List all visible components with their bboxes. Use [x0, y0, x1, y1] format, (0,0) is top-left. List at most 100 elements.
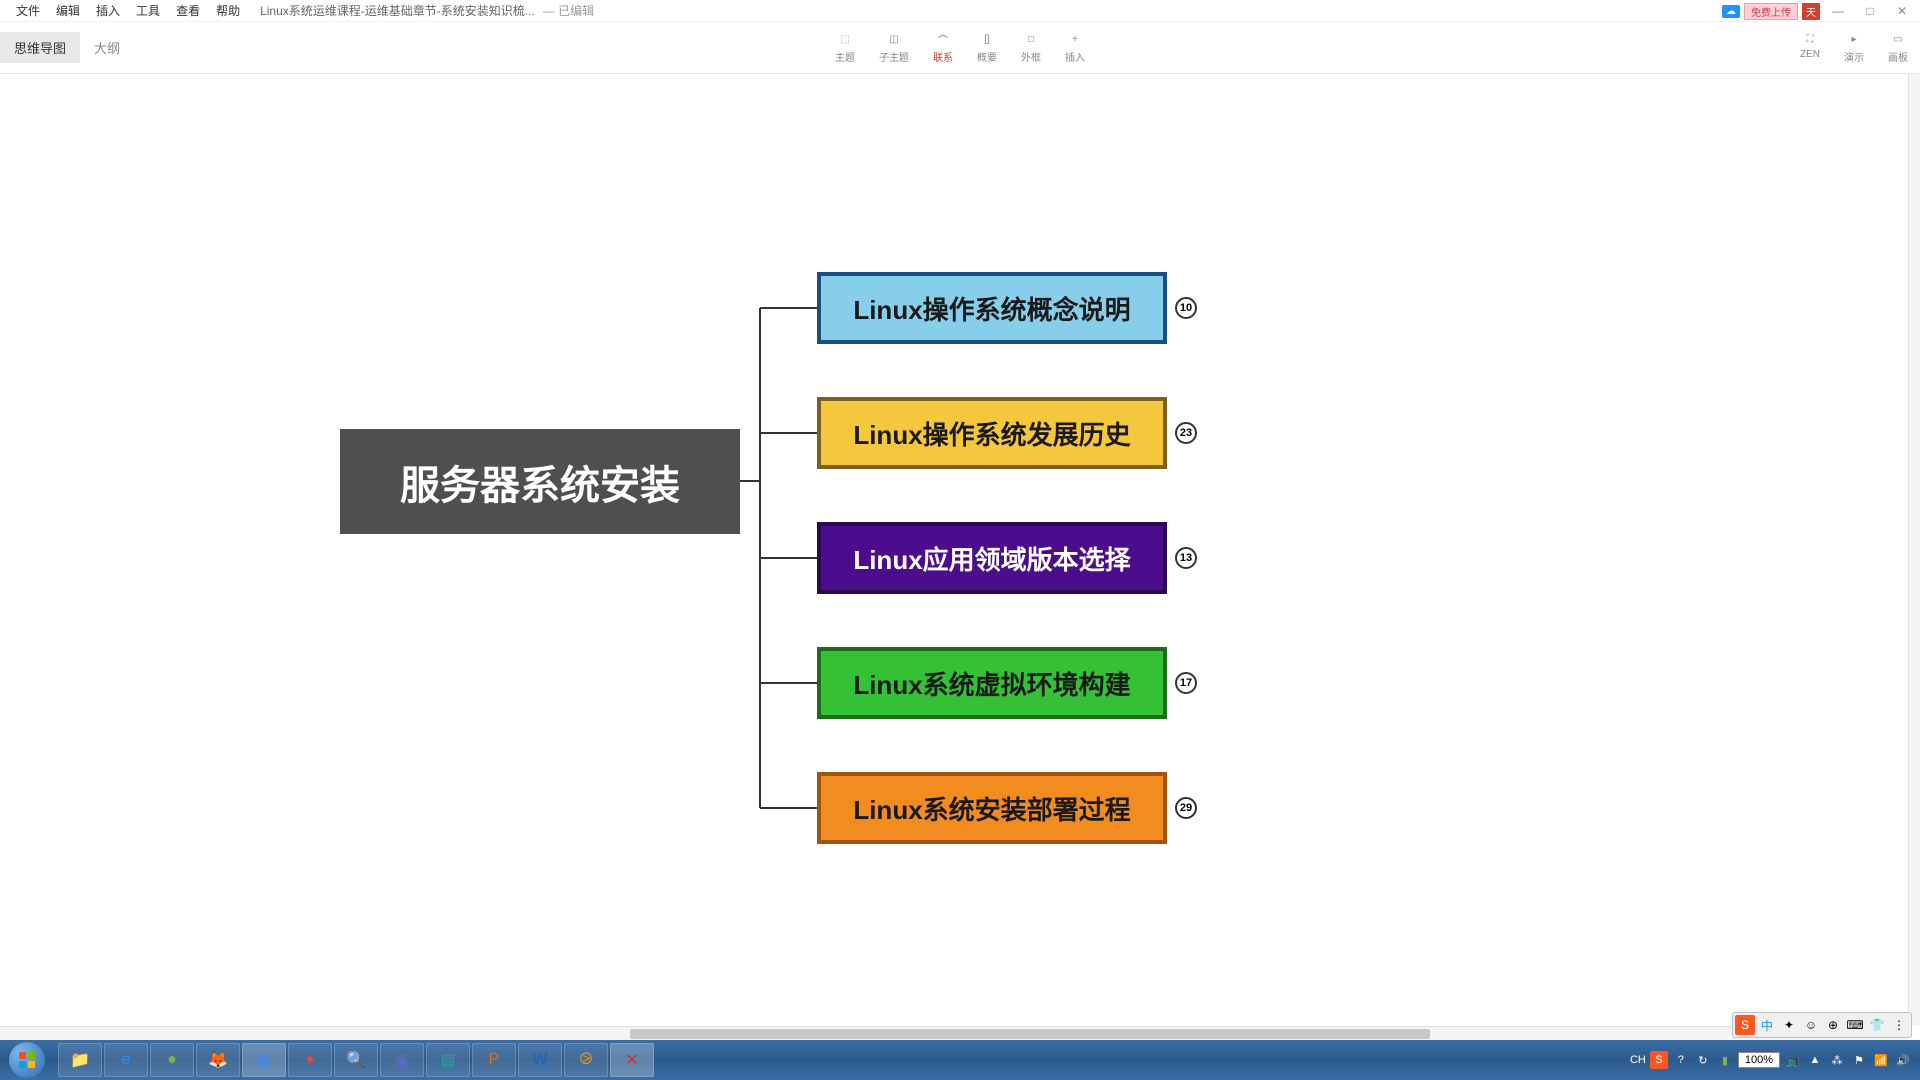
app-icon: P	[489, 1051, 500, 1069]
start-orb-icon	[9, 1042, 45, 1078]
app-icon: ✦	[303, 1050, 316, 1070]
tray-lang[interactable]: CH	[1630, 1054, 1646, 1066]
tool-4[interactable]: □ 外框	[1021, 31, 1041, 64]
tool-5[interactable]: +插入	[1065, 31, 1085, 64]
ime-btn-3[interactable]: ☺	[1801, 1015, 1821, 1035]
child-badge-4[interactable]: 29	[1175, 797, 1197, 819]
ime-btn-5[interactable]: ⌨	[1845, 1015, 1865, 1035]
taskbar-app-1[interactable]: e	[104, 1043, 148, 1077]
taskbar-app-8[interactable]: ▤	[426, 1043, 470, 1077]
tray-battery-icon[interactable]: ▮	[1716, 1051, 1734, 1069]
tool-0[interactable]: ⬚ 主题	[835, 31, 855, 64]
taskbar-app-12[interactable]: ✕	[610, 1043, 654, 1077]
child-badge-1[interactable]: 23	[1175, 422, 1197, 444]
righttool-2[interactable]: ▭画板	[1888, 31, 1908, 64]
taskbar-app-5[interactable]: ✦	[288, 1043, 332, 1077]
tool-label: 外框	[1021, 49, 1041, 64]
tool-icon: ◫	[884, 31, 904, 47]
menu-file[interactable]: 文件	[8, 2, 48, 19]
child-badge-3[interactable]: 17	[1175, 672, 1197, 694]
menu-view[interactable]: 查看	[168, 2, 208, 19]
scrollbar-horizontal[interactable]	[0, 1026, 1908, 1040]
righttool-0[interactable]: ⛶ ZEN	[1800, 31, 1820, 64]
tray-display-icon[interactable]: 📺	[1784, 1051, 1802, 1069]
toolbar-right: ⛶ ZEN ▸演示 ▭画板	[1800, 31, 1908, 64]
tray-up-icon[interactable]: ▲	[1806, 1051, 1824, 1069]
menu-tools[interactable]: 工具	[128, 2, 168, 19]
child-node-1[interactable]: Linux操作系统发展历史	[817, 397, 1167, 469]
ime-btn-6[interactable]: 👕	[1867, 1015, 1887, 1035]
root-node[interactable]: 服务器系统安装	[340, 429, 740, 534]
toolbar-center: ⬚ 主题 ◫子主题 ⌒ 联系 [] 概要 □ 外框 +插入	[835, 31, 1085, 64]
day-badge[interactable]: 天	[1802, 3, 1820, 20]
minimize-button[interactable]: —	[1824, 2, 1852, 20]
ime-btn-1[interactable]: 中	[1757, 1015, 1777, 1035]
child-node-3[interactable]: Linux系统虚拟环境构建	[817, 647, 1167, 719]
tool-icon: +	[1065, 31, 1085, 47]
taskbar: 📁 e● 🦊 ◉ ✦ 🔍 ▣▤ PW⧁✕ CH S ? ↻ ▮ 100% 📺 ▲ ⁂ ⚑ 📶 …	[0, 1040, 1920, 1080]
menu-help[interactable]: 帮助	[208, 2, 248, 19]
child-node-0[interactable]: Linux操作系统概念说明	[817, 272, 1167, 344]
cloud-badge[interactable]: ☁	[1722, 5, 1740, 18]
taskbar-app-6[interactable]: 🔍	[334, 1043, 378, 1077]
tool-2[interactable]: ⌒ 联系	[933, 31, 953, 64]
tool-icon: []	[977, 31, 997, 47]
toolbar: 思维导图 大纲 ⬚ 主题 ◫子主题 ⌒ 联系 [] 概要 □ 外框 +插入 ⛶ ZEN ▸演示 ▭画板	[0, 22, 1920, 74]
taskbar-app-3[interactable]: 🦊	[196, 1043, 240, 1077]
close-button[interactable]: ✕	[1888, 2, 1916, 20]
ime-btn-2[interactable]: ✦	[1779, 1015, 1799, 1035]
tool-1[interactable]: ◫子主题	[879, 31, 909, 64]
scrollbar-vertical[interactable]	[1908, 74, 1920, 1026]
taskbar-app-4[interactable]: ◉	[242, 1043, 286, 1077]
canvas[interactable]: 服务器系统安装 Linux操作系统概念说明 10 Linux操作系统发展历史 23 Li…	[0, 74, 1920, 1040]
tab-outline[interactable]: 大纲	[80, 32, 134, 63]
ime-btn-4[interactable]: ⊕	[1823, 1015, 1843, 1035]
start-button[interactable]	[0, 1040, 54, 1080]
tool-label: 联系	[933, 49, 953, 64]
taskbar-app-11[interactable]: ⧁	[564, 1043, 608, 1077]
taskbar-app-2[interactable]: ●	[150, 1043, 194, 1077]
tool-icon: ⛶	[1800, 31, 1820, 47]
tool-icon: ⌒	[933, 31, 953, 47]
tray-s-icon[interactable]: S	[1650, 1051, 1668, 1069]
ime-btn-7[interactable]: ⋮	[1889, 1015, 1909, 1035]
app-icon: 📁	[70, 1050, 90, 1070]
app-icon: 🔍	[346, 1050, 366, 1070]
zoom-indicator[interactable]: 100%	[1738, 1052, 1780, 1068]
tray-sync-icon[interactable]: ↻	[1694, 1051, 1712, 1069]
maximize-button[interactable]: □	[1856, 2, 1884, 20]
child-badge-0[interactable]: 10	[1175, 297, 1197, 319]
tool-label: 画板	[1888, 49, 1908, 64]
view-tabs: 思维导图 大纲	[0, 22, 134, 73]
taskbar-app-7[interactable]: ▣	[380, 1043, 424, 1077]
menu-edit[interactable]: 编辑	[48, 2, 88, 19]
righttool-1[interactable]: ▸演示	[1844, 31, 1864, 64]
window-controls: ☁ 免费上传 天 — □ ✕	[1722, 2, 1916, 20]
tray-signal-icon[interactable]: 📶	[1872, 1051, 1890, 1069]
tab-mindmap[interactable]: 思维导图	[0, 32, 80, 63]
scrollbar-thumb[interactable]	[630, 1029, 1430, 1039]
child-node-2[interactable]: Linux应用领域版本选择	[817, 522, 1167, 594]
tray-volume-icon[interactable]: 🔊	[1894, 1051, 1912, 1069]
upload-badge[interactable]: 免费上传	[1744, 3, 1798, 20]
menubar: 文件 编辑 插入 工具 查看 帮助 Linux系统运维课程-运维基础章节-系统安…	[0, 0, 1920, 22]
tool-3[interactable]: [] 概要	[977, 31, 997, 64]
taskbar-app-0[interactable]: 📁	[58, 1043, 102, 1077]
tool-label: ZEN	[1800, 49, 1820, 60]
tray-flag-icon[interactable]: ⚑	[1850, 1051, 1868, 1069]
taskbar-app-9[interactable]: P	[472, 1043, 516, 1077]
tray-bluetooth-icon[interactable]: ⁂	[1828, 1051, 1846, 1069]
tool-label: 概要	[977, 49, 997, 64]
child-badge-2[interactable]: 13	[1175, 547, 1197, 569]
child-node-4[interactable]: Linux系统安装部署过程	[817, 772, 1167, 844]
taskbar-app-10[interactable]: W	[518, 1043, 562, 1077]
app-icon: 🦊	[208, 1050, 228, 1070]
tool-icon: ⬚	[835, 31, 855, 47]
system-tray: CH S ? ↻ ▮ 100% 📺 ▲ ⁂ ⚑ 📶 🔊	[1630, 1051, 1920, 1069]
app-icon: ◉	[257, 1050, 271, 1070]
tray-help-icon[interactable]: ?	[1672, 1051, 1690, 1069]
tool-icon: □	[1021, 31, 1041, 47]
ime-btn-0[interactable]: S	[1735, 1015, 1755, 1035]
menu-insert[interactable]: 插入	[88, 2, 128, 19]
tool-label: 主题	[835, 49, 855, 64]
